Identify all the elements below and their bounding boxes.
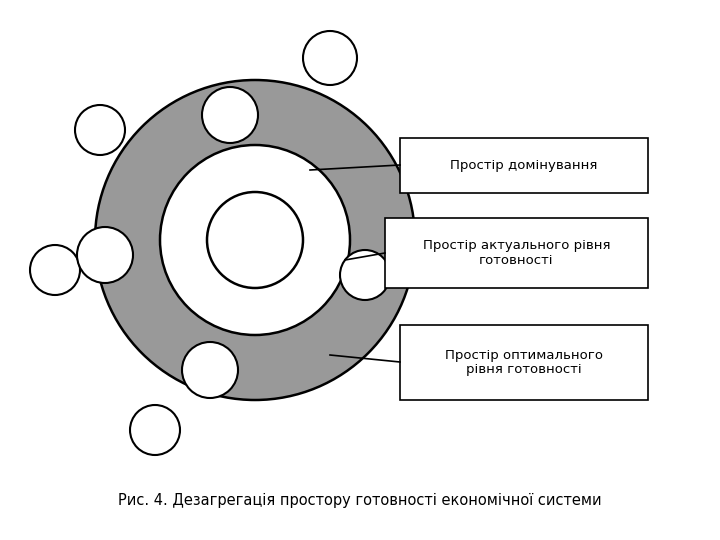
Ellipse shape: [77, 227, 133, 283]
Text: Рис. 4. Дезагрегація простору готовності економічної системи: Рис. 4. Дезагрегація простору готовності…: [118, 492, 602, 508]
Circle shape: [207, 192, 303, 288]
Text: Простір оптимального
рівня готовності: Простір оптимального рівня готовності: [445, 348, 603, 376]
FancyBboxPatch shape: [400, 325, 648, 400]
Ellipse shape: [182, 342, 238, 398]
Circle shape: [75, 105, 125, 155]
Circle shape: [95, 80, 415, 400]
FancyBboxPatch shape: [400, 138, 648, 193]
Circle shape: [160, 145, 350, 335]
Circle shape: [303, 31, 357, 85]
Text: Простір домінування: Простір домінування: [450, 159, 598, 172]
Circle shape: [130, 405, 180, 455]
Circle shape: [30, 245, 80, 295]
Text: Простір актуального рівня
готовності: Простір актуального рівня готовності: [423, 239, 611, 267]
FancyBboxPatch shape: [385, 218, 648, 288]
Ellipse shape: [340, 250, 390, 300]
Ellipse shape: [202, 87, 258, 143]
